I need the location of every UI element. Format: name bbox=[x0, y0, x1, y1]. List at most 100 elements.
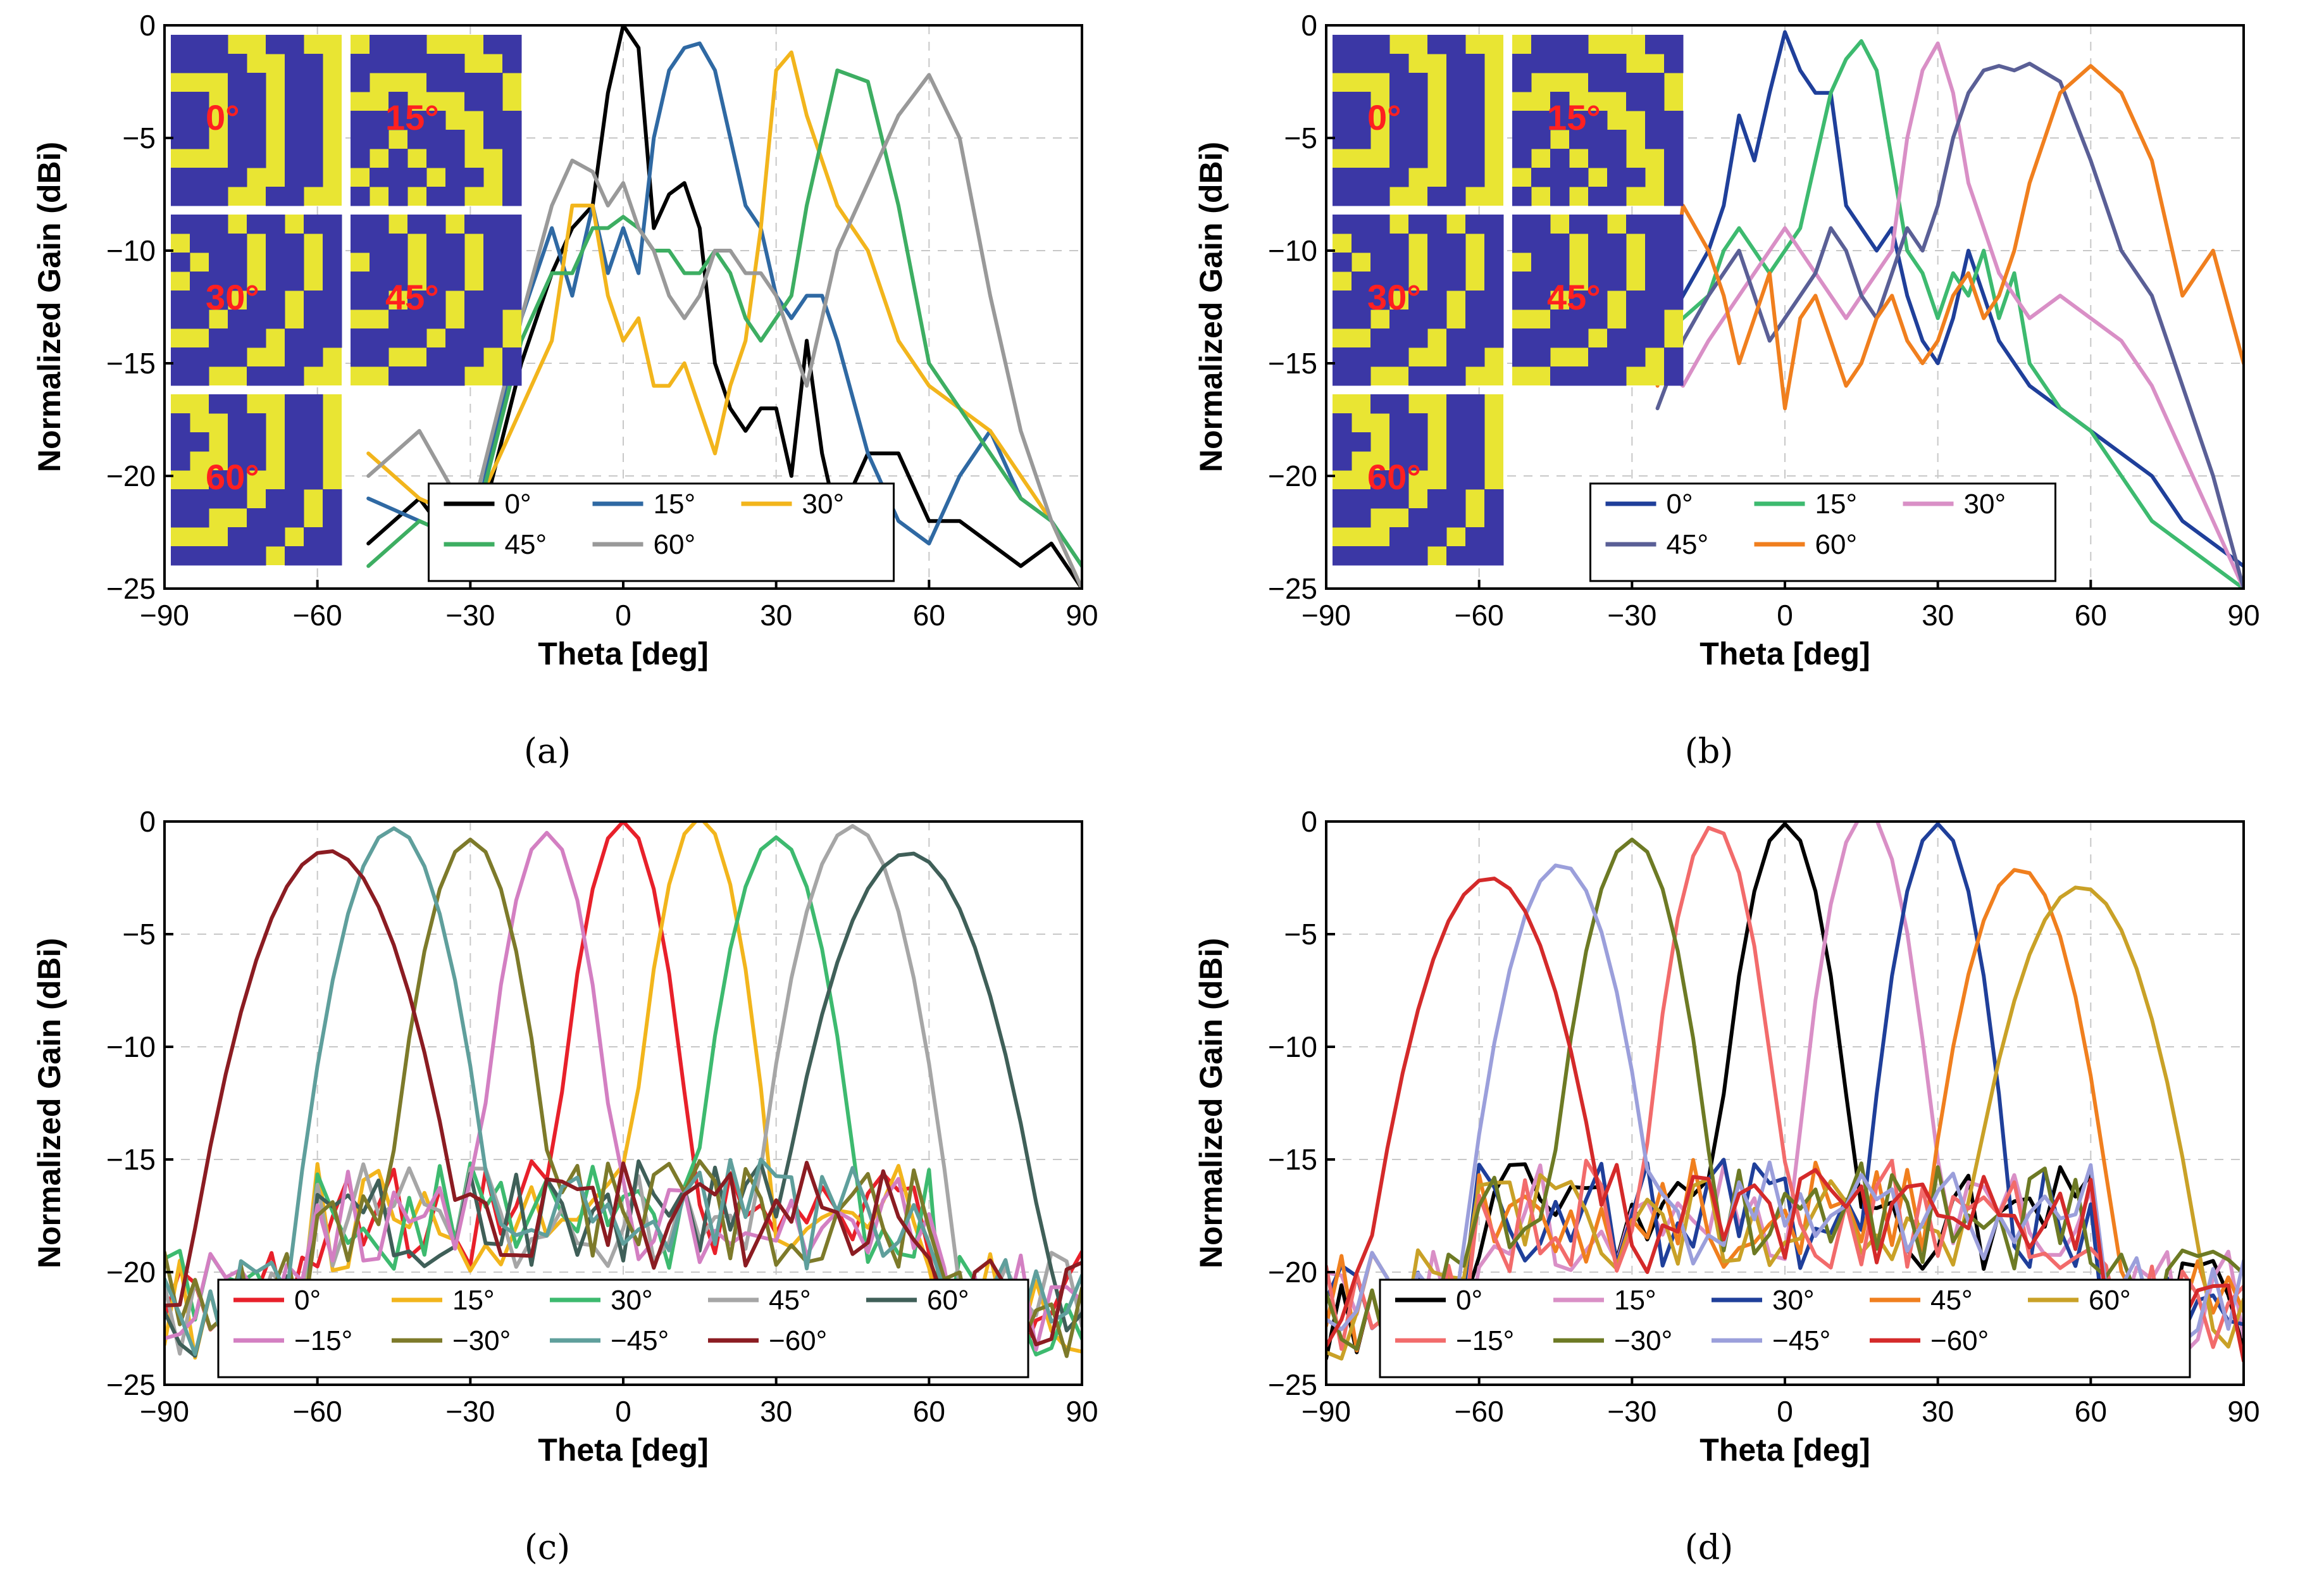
y-axis-label: Normalized Gain (dBi) bbox=[1193, 938, 1229, 1268]
series-line-a-0 bbox=[366, 25, 1082, 589]
y-tick-label: −5 bbox=[123, 918, 156, 951]
legend-box bbox=[217, 1278, 1029, 1378]
y-tick-label: −25 bbox=[1268, 572, 1317, 605]
inset-pattern-0: 0° bbox=[171, 35, 342, 206]
series-line-d-2 bbox=[1326, 821, 2244, 1363]
series-line-a-1 bbox=[366, 41, 1082, 568]
x-tick-label: −90 bbox=[140, 1395, 189, 1428]
series-line-c-0 bbox=[165, 821, 1082, 1362]
x-tick-label: −30 bbox=[445, 599, 495, 632]
series-line-d-5 bbox=[1326, 826, 2244, 1359]
series-line-b-3 bbox=[1655, 61, 2244, 589]
series-line-d-4 bbox=[1326, 885, 2244, 1361]
series-line-d-3 bbox=[1326, 868, 2244, 1355]
y-tick-label: −25 bbox=[106, 572, 156, 605]
y-tick-label: −25 bbox=[1268, 1368, 1317, 1401]
series-line-b-1 bbox=[1655, 39, 2244, 589]
legend-entry: −30° bbox=[1614, 1325, 1672, 1356]
series-line-d-7 bbox=[1326, 863, 2244, 1358]
panel-b: 0° 15° 30° 45° 60° −90 −60 −30 0 30 60 90 0 −5 −10 −15 −… bbox=[1162, 0, 2323, 796]
series-group bbox=[366, 25, 1082, 589]
panel-caption: (c) bbox=[525, 1527, 570, 1567]
chart-b: 0° 15° 30° 45° 60° −90 −60 −30 0 30 60 90 0 −5 −10 −15 −… bbox=[1193, 9, 2260, 771]
x-tick-label: 30 bbox=[1922, 599, 1954, 632]
y-axis-label: Normalized Gain (dBi) bbox=[1193, 142, 1229, 472]
legend: 0° 15° 30° 45° 60° −15° −30° −45° −60° bbox=[1379, 1278, 2191, 1378]
legend-entry: 45° bbox=[1667, 529, 1709, 560]
series-group bbox=[1326, 821, 2244, 1363]
inset-pattern-0: 0° bbox=[1333, 35, 1503, 206]
y-axis-label: Normalized Gain (dBi) bbox=[32, 142, 67, 472]
x-tick-label: −30 bbox=[1607, 1395, 1656, 1428]
x-tick-label: 30 bbox=[760, 599, 792, 632]
legend-entry: 45° bbox=[1930, 1285, 1973, 1316]
x-tick-label: 90 bbox=[2227, 1395, 2259, 1428]
inset-pattern-4: 60° bbox=[1333, 394, 1504, 566]
x-tick-label: −30 bbox=[1607, 599, 1656, 632]
series-line-c-8 bbox=[165, 849, 1082, 1347]
y-tick-label: −15 bbox=[1268, 1143, 1317, 1176]
panel-caption: (d) bbox=[1685, 1527, 1734, 1567]
x-tick-label: −60 bbox=[293, 599, 342, 632]
series-line-c-6 bbox=[165, 837, 1082, 1358]
x-tick-label: 60 bbox=[2075, 1395, 2107, 1428]
y-tick-label: −5 bbox=[1284, 122, 1317, 154]
legend: 0° 15° 30° 45° 60° −15° −30° −45° −60° bbox=[217, 1278, 1029, 1378]
y-tick-label: −25 bbox=[106, 1368, 156, 1401]
inset-label-4: 60° bbox=[206, 457, 259, 497]
legend-entry: −45° bbox=[611, 1325, 669, 1356]
x-tick-label: 30 bbox=[760, 1395, 792, 1428]
legend-entry: 0° bbox=[1667, 489, 1693, 520]
legend-box bbox=[428, 482, 895, 582]
x-tick-label: −90 bbox=[1302, 1395, 1351, 1428]
y-tick-label: −20 bbox=[106, 459, 156, 492]
y-tick-label: −10 bbox=[1268, 1030, 1317, 1063]
x-tick-label: 60 bbox=[913, 599, 945, 632]
x-tick-label: 90 bbox=[1066, 599, 1098, 632]
legend-entry: 30° bbox=[1772, 1285, 1815, 1316]
panel-a: 0° 15° 30° 45° 60° −90 −60 −30 0 30 60 90 0 −5 −10 −15 −… bbox=[0, 0, 1162, 796]
legend-entry: 60° bbox=[2089, 1285, 2131, 1316]
inset-label-1: 15° bbox=[1547, 97, 1601, 137]
x-tick-label: 0 bbox=[1777, 1395, 1793, 1428]
series-line-a-4 bbox=[366, 73, 1082, 589]
x-tick-label: 90 bbox=[2227, 599, 2259, 632]
y-tick-label: −20 bbox=[106, 1256, 156, 1289]
inset-pattern-1: 15° bbox=[351, 35, 522, 206]
y-tick-label: 0 bbox=[139, 9, 156, 42]
legend-entry: 15° bbox=[1815, 489, 1858, 520]
y-tick-label: −15 bbox=[1268, 347, 1317, 380]
inset-pattern-3: 45° bbox=[351, 215, 522, 386]
panel-c: −90 −60 −30 0 30 60 90 0 −5 −10 −15 −20 −25 Theta [de… bbox=[0, 796, 1162, 1592]
x-tick-label: 90 bbox=[1066, 1395, 1098, 1428]
y-tick-label: −10 bbox=[106, 1030, 156, 1063]
series-group bbox=[1655, 30, 2244, 589]
chart-d: −90 −60 −30 0 30 60 90 0 −5 −10 −15 −20 −25 Theta [de… bbox=[1193, 805, 2260, 1567]
series-line-a-3 bbox=[366, 68, 1082, 568]
y-axis-label: Normalized Gain (dBi) bbox=[32, 938, 67, 1268]
y-tick-label: 0 bbox=[139, 805, 156, 838]
inset-pattern-3: 45° bbox=[1512, 215, 1684, 386]
legend-entry: −60° bbox=[769, 1325, 827, 1356]
x-tick-label: −60 bbox=[1455, 1395, 1504, 1428]
series-group bbox=[165, 821, 1082, 1364]
y-tick-label: −15 bbox=[106, 347, 156, 380]
legend-entry: 0° bbox=[505, 489, 531, 520]
inset-label-0: 0° bbox=[206, 97, 240, 137]
inset-pattern-2: 30° bbox=[171, 215, 342, 386]
legend-entry: −15° bbox=[294, 1325, 352, 1356]
series-line-b-4 bbox=[1655, 64, 2244, 411]
legend-box bbox=[1379, 1278, 2191, 1378]
x-axis-label: Theta [deg] bbox=[1700, 1432, 1870, 1468]
inset-label-1: 15° bbox=[385, 97, 439, 137]
x-tick-label: 0 bbox=[615, 599, 631, 632]
x-tick-label: −60 bbox=[293, 1395, 342, 1428]
x-axis-label: Theta [deg] bbox=[538, 1432, 708, 1468]
y-tick-label: −20 bbox=[1268, 459, 1317, 492]
legend: 0° 15° 30° 45° 60° bbox=[428, 482, 895, 582]
panel-caption: (a) bbox=[524, 731, 571, 771]
x-tick-label: 0 bbox=[1777, 599, 1793, 632]
legend-entry: −15° bbox=[1456, 1325, 1514, 1356]
legend-entry: −30° bbox=[452, 1325, 511, 1356]
x-axis-label: Theta [deg] bbox=[1700, 636, 1870, 672]
